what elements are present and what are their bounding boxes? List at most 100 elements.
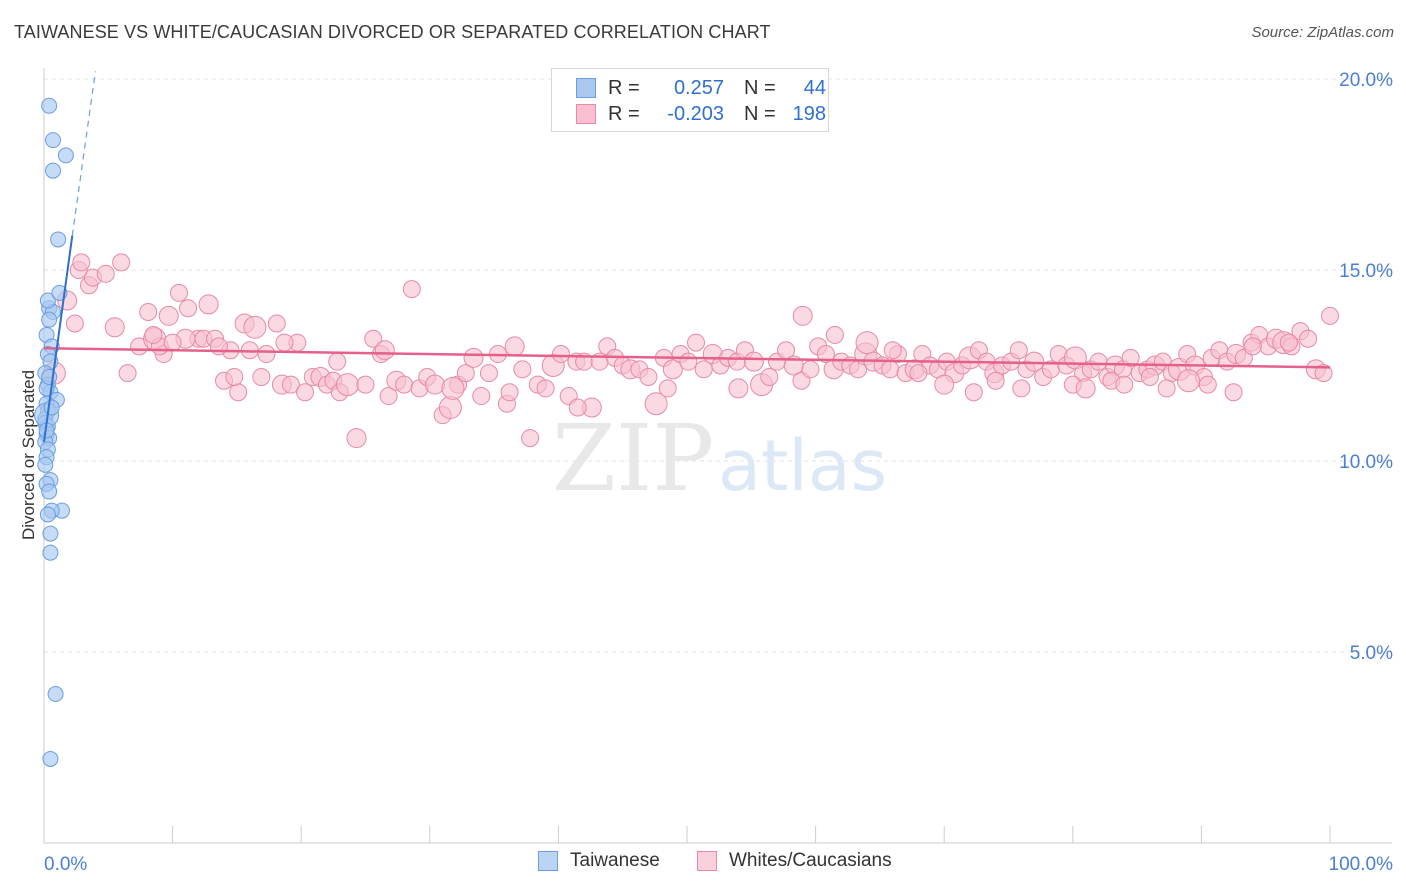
white-caucasian-point xyxy=(402,280,421,299)
taiwanese-point xyxy=(39,292,56,309)
taiwanese-trendline-extension xyxy=(71,71,97,236)
taiwanese-point xyxy=(45,162,62,179)
taiwanese-point xyxy=(43,399,60,416)
taiwanese-point xyxy=(45,132,62,149)
white-caucasian-point xyxy=(463,347,484,368)
bottom-legend: Taiwanese Whites/Caucasians xyxy=(0,850,1406,878)
white-caucasian-point xyxy=(438,396,462,420)
white-caucasian-point xyxy=(536,379,555,398)
source-label: Source: ZipAtlas.com xyxy=(1251,24,1394,41)
taiwanese-point xyxy=(41,97,58,114)
white-caucasian-point xyxy=(934,374,955,395)
white-caucasian-point xyxy=(521,429,540,448)
white-caucasian-point xyxy=(96,264,115,283)
legend-n-label: N = xyxy=(744,102,776,125)
chart-title: TAIWANESE VS WHITE/CAUCASIAN DIVORCED OR… xyxy=(14,22,771,42)
y-axis-label: Divorced or Separated xyxy=(19,370,38,540)
gridlines xyxy=(44,78,1392,653)
white-caucasian-point xyxy=(687,333,706,352)
white-caucasian-point xyxy=(644,392,668,416)
y-tick-label: 20.0% xyxy=(1339,70,1393,91)
white-caucasian-point xyxy=(281,375,300,394)
white-caucasian-point xyxy=(179,299,198,318)
white-caucasian-point xyxy=(1121,348,1140,367)
white-caucasian-point xyxy=(881,360,900,379)
white-caucasian-point xyxy=(118,364,137,383)
white-caucasian-point xyxy=(883,341,902,360)
white-caucasian-point xyxy=(395,375,414,394)
bottom-legend-swatch-white xyxy=(697,851,717,871)
white-caucasian-point xyxy=(267,314,286,333)
trendlines xyxy=(43,71,1331,443)
white-caucasian-point xyxy=(229,383,248,402)
bottom-legend-swatch-taiwanese xyxy=(538,851,558,871)
white-caucasian-point xyxy=(65,314,84,333)
white-caucasian-point xyxy=(1115,375,1134,394)
white-caucasian-point xyxy=(328,352,347,371)
white-caucasian-point xyxy=(801,360,820,379)
legend-row-white: R = -0.203 N = 198 xyxy=(576,101,826,127)
white-caucasian-point xyxy=(658,379,677,398)
white-caucasian-point xyxy=(1157,379,1176,398)
watermark-zip: ZIP xyxy=(552,405,714,512)
white-caucasian-point xyxy=(986,371,1005,390)
white-caucasian-point xyxy=(1075,378,1096,399)
white-caucasian-point xyxy=(1314,364,1333,383)
bottom-legend-white: Whites/Caucasians xyxy=(697,850,892,872)
legend-swatch-white xyxy=(576,104,596,124)
white-caucasian-point xyxy=(855,331,879,355)
taiwanese-point xyxy=(42,750,59,767)
white-caucasian-point xyxy=(104,317,125,338)
white-caucasian-point xyxy=(257,345,276,364)
white-caucasian-point xyxy=(441,376,465,400)
legend-r-label: R = xyxy=(608,76,640,99)
white-caucasian-trendline xyxy=(43,347,1331,369)
tick-labels: 5.0% 10.0% 15.0% 20.0% 0.0% 100.0% xyxy=(44,70,1393,875)
white-caucasian-point xyxy=(1279,333,1298,352)
x-tick-label-max: 100.0% xyxy=(1329,854,1394,875)
taiwanese-point xyxy=(37,456,54,473)
white-caucasian-point xyxy=(1012,379,1031,398)
white-caucasian-point xyxy=(1198,375,1217,394)
legend-r-label: R = xyxy=(608,102,640,125)
legend-r-value: -0.203 xyxy=(667,102,724,125)
white-caucasian-point xyxy=(163,333,182,352)
taiwanese-point xyxy=(42,525,59,542)
white-caucasian-point xyxy=(198,294,219,315)
white-caucasian-point xyxy=(374,340,395,361)
white-caucasian-point xyxy=(456,364,475,383)
bottom-legend-label: Taiwanese xyxy=(570,850,660,871)
bottom-legend-taiwanese: Taiwanese xyxy=(538,850,660,872)
white-caucasian-point xyxy=(346,428,367,449)
white-caucasian-point xyxy=(479,364,498,383)
taiwanese-points xyxy=(34,97,74,767)
white-caucasian-point xyxy=(825,325,844,344)
white-caucasian-point xyxy=(158,305,179,326)
bottom-legend-label: Whites/Caucasians xyxy=(729,850,892,871)
white-caucasian-point xyxy=(760,367,779,386)
white-caucasian-point xyxy=(225,367,244,386)
legend-swatch-taiwanese xyxy=(576,78,596,98)
white-caucasian-point xyxy=(816,345,835,364)
watermark: ZIP atlas xyxy=(552,405,887,512)
white-caucasian-point xyxy=(72,253,91,272)
white-caucasian-point xyxy=(252,367,271,386)
legend-row-taiwanese: R = 0.257 N = 44 xyxy=(576,75,826,101)
legend-n-label: N = xyxy=(744,76,776,99)
white-caucasian-point xyxy=(112,253,131,272)
white-caucasian-point xyxy=(243,315,267,339)
watermark-atlas: atlas xyxy=(718,425,887,507)
white-caucasian-point xyxy=(694,360,713,379)
white-caucasian-point xyxy=(379,387,398,406)
white-caucasian-point xyxy=(139,303,158,322)
white-caucasian-point xyxy=(500,383,519,402)
white-caucasian-point xyxy=(1140,367,1159,386)
white-caucasian-point xyxy=(513,360,532,379)
taiwanese-point xyxy=(50,231,67,248)
white-caucasian-point xyxy=(1299,329,1318,348)
white-caucasian-point xyxy=(792,305,813,326)
y-tick-label: 15.0% xyxy=(1339,261,1393,282)
white-caucasian-point xyxy=(1224,383,1243,402)
white-caucasian-point xyxy=(424,374,445,395)
